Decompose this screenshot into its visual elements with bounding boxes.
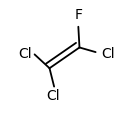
- Text: Cl: Cl: [46, 89, 60, 103]
- Text: F: F: [74, 8, 82, 22]
- Text: Cl: Cl: [19, 47, 32, 61]
- Text: Cl: Cl: [102, 47, 115, 61]
